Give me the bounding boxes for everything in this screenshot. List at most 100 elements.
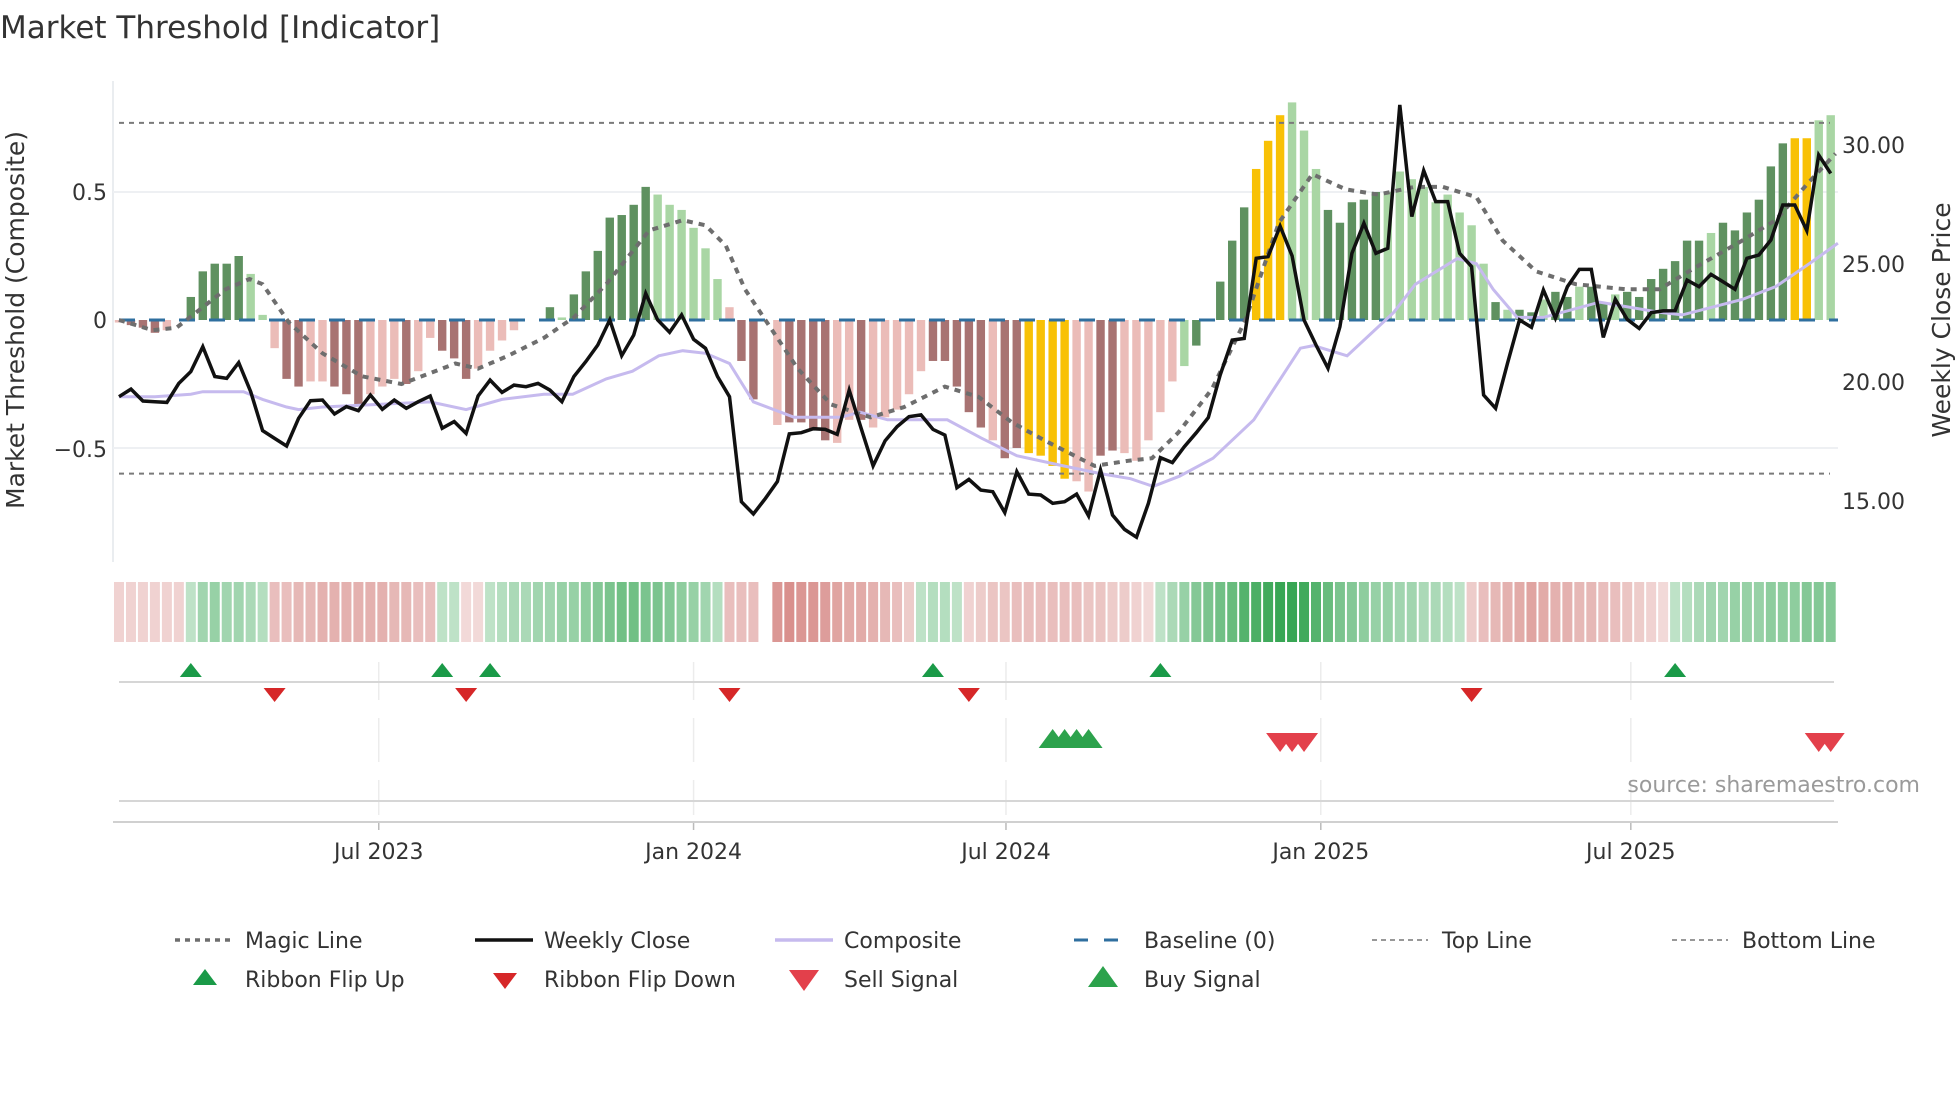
legend-label: Weekly Close — [544, 929, 690, 954]
y2-tick-label: 20.00 — [1842, 371, 1905, 396]
ribbon-cell — [1538, 582, 1549, 642]
histogram-bar — [1431, 202, 1440, 320]
histogram-bar — [1323, 209, 1333, 320]
ribbon-cell — [580, 582, 591, 642]
histogram-bar — [868, 320, 878, 428]
ribbon-cell — [1131, 582, 1142, 642]
legend-item-magic-line[interactable]: Magic Line — [175, 929, 362, 954]
histogram-bar — [1359, 199, 1369, 320]
ribbon-cell — [568, 582, 579, 642]
histogram-bar — [1491, 302, 1500, 320]
ribbon-cell — [1694, 582, 1705, 642]
histogram-bar — [653, 194, 662, 320]
ribbon-cell — [353, 582, 364, 642]
histogram-bar — [1563, 296, 1572, 320]
ribbon-cell — [293, 582, 304, 642]
ribbon-flip-down-marker — [263, 688, 286, 702]
buy-signal-marker — [1074, 729, 1103, 748]
ribbon-cell — [1514, 582, 1525, 642]
ribbon-cell — [329, 582, 340, 642]
histogram-bar — [1479, 263, 1488, 320]
histogram-bar — [976, 320, 986, 428]
ribbon-cell — [1023, 582, 1034, 642]
ribbon-cell — [1322, 582, 1333, 642]
histogram-bar — [641, 186, 650, 320]
legend-item-top-line[interactable]: Top Line — [1372, 929, 1532, 954]
legend-item-bottom-line[interactable]: Bottom Line — [1672, 929, 1876, 954]
legend-item-baseline[interactable]: Baseline (0) — [1074, 929, 1275, 954]
histogram-bar — [880, 320, 890, 418]
ribbon-cell — [1562, 582, 1573, 642]
ribbon-cell — [688, 582, 699, 642]
sell-signal-marker — [1290, 733, 1319, 752]
legend-item-sell-signal[interactable]: Sell Signal — [789, 968, 958, 993]
main-panel: 0.5 0 −0.5 30.00 25.00 20.00 15.00 Marke… — [1, 81, 1956, 562]
histogram-bar — [1060, 320, 1069, 479]
histogram-bar — [270, 320, 279, 349]
ribbon-cell — [461, 582, 472, 642]
ribbon-cell — [1442, 582, 1453, 642]
legend-item-ribbon-flip-down[interactable]: Ribbon Flip Down — [493, 968, 736, 993]
ribbon-cell — [1406, 582, 1417, 642]
ribbon-flip-down-marker — [957, 688, 980, 702]
histogram-bar — [485, 320, 495, 351]
histogram-bar — [713, 279, 722, 320]
ribbon-cell — [628, 582, 639, 642]
histogram-bar — [892, 320, 902, 410]
ribbon-cell — [1670, 582, 1681, 642]
ribbon-cell — [1311, 582, 1321, 642]
ribbon-cell — [820, 582, 831, 642]
ribbon-cell — [664, 582, 675, 642]
y-tick-label: 0 — [93, 309, 107, 334]
histogram-bar — [1132, 320, 1141, 461]
histogram-bar — [342, 320, 351, 395]
histogram-bar — [1263, 140, 1273, 320]
ribbon-flip-up-marker — [1664, 663, 1687, 677]
histogram-bar — [569, 294, 579, 320]
ribbon-cell — [880, 582, 891, 642]
histogram-bar — [1599, 302, 1608, 320]
histogram-bar — [449, 320, 459, 359]
histogram-bar — [330, 320, 339, 387]
ribbon-cell — [796, 582, 807, 642]
histogram-bar — [234, 256, 243, 320]
histogram-bar — [258, 314, 267, 320]
legend-item-weekly-close[interactable]: Weekly Close — [475, 929, 690, 954]
y-tick-label: −0.5 — [54, 438, 107, 463]
ribbon-cell — [963, 582, 974, 642]
signals-panel: Jul 2023 Jan 2024 Jul 2024 Jan 2025 Jul … — [113, 662, 1920, 865]
histogram-bar — [1539, 299, 1548, 320]
ribbon-cell — [1047, 582, 1058, 642]
ribbon-cell — [772, 582, 783, 642]
y-tick-label: 0.5 — [72, 181, 107, 206]
ribbon-flip-up-marker — [179, 663, 202, 677]
histogram-bar — [1766, 166, 1776, 320]
ribbon-cell — [1203, 582, 1214, 642]
histogram-bar — [1156, 320, 1165, 413]
ribbon-flip-down-marker — [455, 688, 478, 702]
histogram-bar — [1216, 281, 1225, 320]
legend-item-buy-signal[interactable]: Buy Signal — [1088, 966, 1261, 993]
histogram-bar — [1371, 192, 1381, 320]
histogram-bar — [210, 263, 219, 320]
ribbon-cell — [1358, 582, 1369, 642]
ribbon-cell — [1717, 582, 1728, 642]
ribbon-cell — [544, 582, 555, 642]
histogram-bar — [964, 320, 974, 413]
histogram-bar — [1000, 320, 1009, 459]
histogram-bar — [605, 217, 614, 320]
ribbon-cell — [736, 582, 747, 642]
y2-tick-label: 30.00 — [1842, 134, 1905, 159]
legend-item-ribbon-flip-up[interactable]: Ribbon Flip Up — [193, 968, 405, 993]
ribbon-cell — [1107, 582, 1118, 642]
ribbon-cell — [473, 582, 484, 642]
ribbon-cell — [209, 582, 220, 642]
legend-item-composite[interactable]: Composite — [775, 929, 961, 954]
ribbon-cell — [1646, 582, 1657, 642]
histogram-bar — [677, 209, 686, 320]
x-tick-label: Jan 2025 — [1270, 840, 1369, 865]
ribbon-cell — [1753, 582, 1764, 642]
ribbon-cell — [856, 582, 867, 642]
y-axis-label: Market Threshold (Composite) — [1, 131, 30, 509]
y2-axis-label: Weekly Close Price — [1927, 202, 1956, 437]
